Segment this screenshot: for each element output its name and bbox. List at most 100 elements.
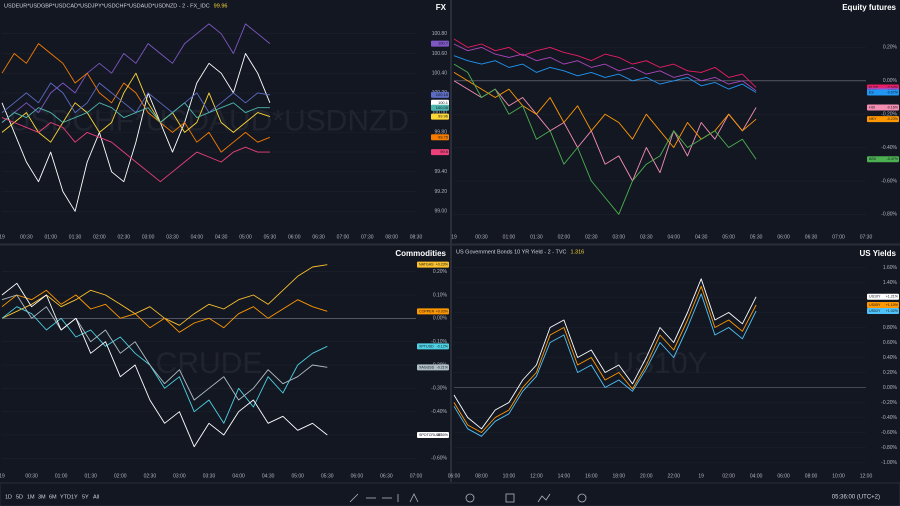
range-button[interactable]: 5D [16, 494, 23, 500]
tag-name: NATGAS [419, 263, 434, 267]
x-tick-label: 19 [698, 473, 704, 479]
x-tick-label: 22:00 [667, 473, 680, 479]
range-button[interactable]: 5Y [82, 494, 89, 500]
watermark: US10Y [612, 347, 707, 380]
x-tick-label: 06:30 [380, 473, 393, 479]
range-button[interactable]: 1Y [71, 494, 78, 500]
series-line [453, 38, 757, 88]
series-line [1, 23, 271, 123]
y-tick-label: -0.40% [881, 145, 897, 151]
x-tick-label: 04:00 [232, 473, 245, 479]
x-tick-label: 18:00 [613, 473, 626, 479]
y-tick-label: 99.00 [434, 209, 447, 215]
x-tick-label: 03:00 [613, 234, 626, 240]
tool-icon[interactable] [349, 493, 359, 503]
range-button[interactable]: 1M [27, 494, 35, 500]
x-tick-label: 05:30 [264, 234, 277, 240]
price-tag: XPTUSD -0.12% [417, 343, 449, 350]
range-button[interactable]: YTD [60, 494, 71, 500]
tag-name: HSI [869, 105, 875, 109]
price-tag-bg [867, 104, 899, 111]
y-tick-label: -0.80% [881, 445, 897, 451]
y-tick-label: -0.40% [881, 415, 897, 421]
y-tick-label: 0.20% [433, 269, 448, 275]
tag-name: COPPER [419, 309, 435, 313]
tag-name: XAGUSD [419, 365, 435, 369]
tool-icon[interactable] [537, 493, 551, 503]
watermark: CRUDE [156, 347, 263, 380]
x-tick-label: 08:00 [385, 234, 398, 240]
x-tick-label: 06:00 [777, 234, 790, 240]
y-tick-label: 0.60% [883, 340, 898, 346]
y-tick-label: -0.30% [431, 386, 447, 392]
price-tag: XAGUSD -0.21% [417, 364, 449, 371]
tool-icon[interactable] [505, 493, 515, 503]
y-tick-label: 99.80 [434, 130, 447, 136]
x-tick-label: 06:00 [448, 473, 461, 479]
price-tag: SPOTCRUDE-0.50% [417, 432, 449, 438]
tag-value: 99.6 [440, 149, 449, 154]
x-tick-label: 04:30 [695, 234, 708, 240]
price-tag-bg [417, 308, 449, 315]
x-tick-label: 16:00 [585, 473, 598, 479]
x-tick-label: 00:30 [475, 234, 488, 240]
price-tag: US10Y +1.21% [867, 293, 899, 300]
y-tick-label: -0.80% [881, 212, 897, 218]
range-button[interactable]: 3M [38, 494, 46, 500]
y-tick-label: 99.20 [434, 189, 447, 195]
series-line [453, 43, 757, 92]
y-tick-label: 0.40% [883, 355, 898, 361]
price-tag: 100.18 [431, 91, 449, 98]
x-tick-label: 08:00 [475, 473, 488, 479]
x-tick-label: 03:00 [173, 473, 186, 479]
x-tick-label: 07:30 [860, 234, 873, 240]
y-tick-label: -0.10% [431, 339, 447, 345]
x-tick-label: 02:00 [722, 473, 735, 479]
price-tag-bg [431, 134, 449, 141]
tag-name: US10Y [869, 295, 881, 299]
series-line [453, 293, 757, 437]
tag-value: 100.1 [438, 100, 449, 105]
series-line [1, 43, 271, 153]
tag-name: US02Y [869, 309, 881, 313]
price-tag: 100.1 [431, 99, 449, 106]
price-tag-bg [431, 91, 449, 98]
tool-icon[interactable] [409, 493, 419, 503]
y-tick-label: 0.20% [883, 45, 898, 51]
drawing-tools[interactable] [349, 493, 587, 503]
range-button[interactable]: 6M [49, 494, 57, 500]
tool-icon[interactable] [465, 493, 475, 503]
x-tick-label: 12:00 [530, 473, 543, 479]
range-button[interactable]: All [93, 494, 99, 500]
x-tick-label: 14:00 [558, 473, 571, 479]
tag-value: -0.16% [887, 105, 899, 109]
y-tick-label: -1.00% [881, 460, 897, 466]
x-tick-label: 00:30 [20, 234, 33, 240]
x-tick-label: 19 [0, 473, 5, 479]
x-tick-label: 05:30 [750, 234, 763, 240]
y-tick-label: 0.10% [433, 292, 448, 298]
x-tick-label: 08:30 [410, 234, 423, 240]
y-tick-label: 0.00% [883, 385, 898, 391]
panel-title: US Yields [860, 249, 897, 258]
tag-name: SPOTCRUDE [419, 433, 442, 437]
x-tick-label: 06:30 [805, 234, 818, 240]
watermark: USDCHF*USDAUD*USDNZD [9, 104, 409, 137]
x-tick-label: 08:00 [805, 473, 818, 479]
legend: US Government Bonds 10 YR Yield - 2 - TV… [456, 249, 566, 255]
tag-value: -0.07% [887, 90, 899, 94]
x-tick-label: 02:30 [118, 234, 131, 240]
y-tick-label: 0.00% [433, 316, 448, 322]
price-tag-bg [431, 149, 449, 156]
y-tick-label: -0.60% [881, 178, 897, 184]
series-line [453, 80, 757, 182]
y-tick-label: 100.40 [432, 71, 448, 77]
x-tick-label: 04:00 [191, 234, 204, 240]
legend-value: 99.96 [214, 3, 228, 9]
tool-icon[interactable] [577, 493, 587, 503]
range-button[interactable]: 1D [5, 494, 12, 500]
y-tick-label: 100.00 [432, 110, 448, 116]
series-line [1, 72, 271, 143]
price-tag: NATGAS +0.23% [417, 261, 449, 268]
